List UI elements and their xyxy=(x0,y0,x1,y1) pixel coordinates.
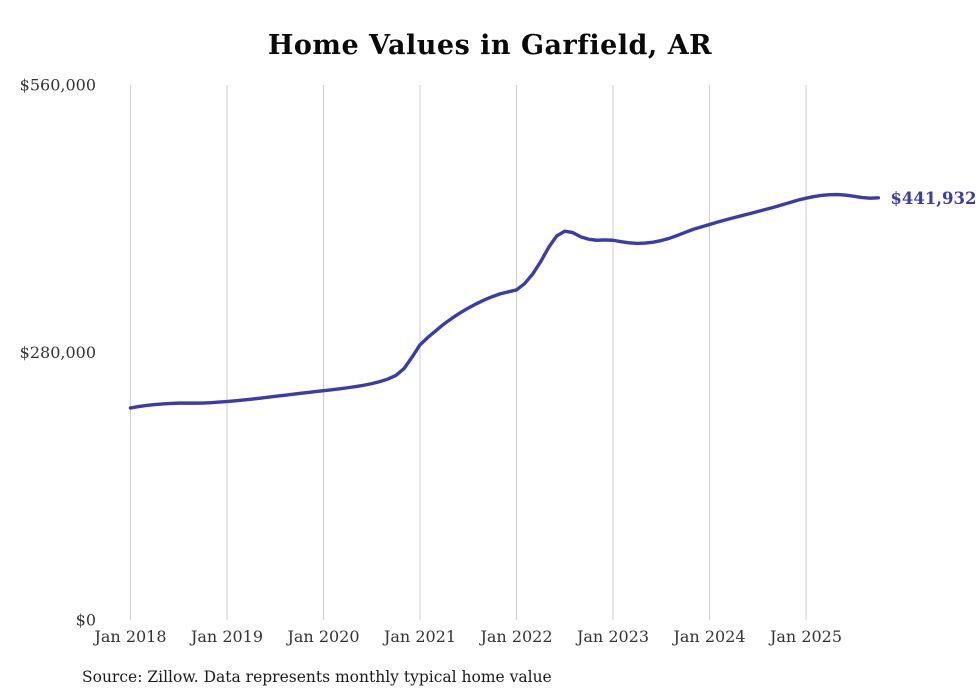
x-axis-tick-label: Jan 2023 xyxy=(575,627,649,646)
x-axis-tick-label: Jan 2025 xyxy=(768,627,842,646)
chart-title: Home Values in Garfield, AR xyxy=(267,30,713,61)
y-axis-tick-label: $280,000 xyxy=(20,343,96,362)
x-axis-tick-label: Jan 2022 xyxy=(478,627,552,646)
x-axis-tick-label: Jan 2024 xyxy=(671,627,745,646)
y-axis-tick-label: $0 xyxy=(76,611,96,630)
end-value-label: $441,932 xyxy=(890,189,976,208)
source-note: Source: Zillow. Data represents monthly … xyxy=(82,668,552,686)
home-value-series-line xyxy=(128,192,881,410)
x-axis-tick-label: Jan 2021 xyxy=(382,627,456,646)
x-axis-tick-label: Jan 2019 xyxy=(189,627,263,646)
x-axis-tick-label: Jan 2018 xyxy=(92,627,166,646)
y-axis-tick-label: $560,000 xyxy=(20,76,96,95)
x-axis-tick-label: Jan 2020 xyxy=(285,627,359,646)
